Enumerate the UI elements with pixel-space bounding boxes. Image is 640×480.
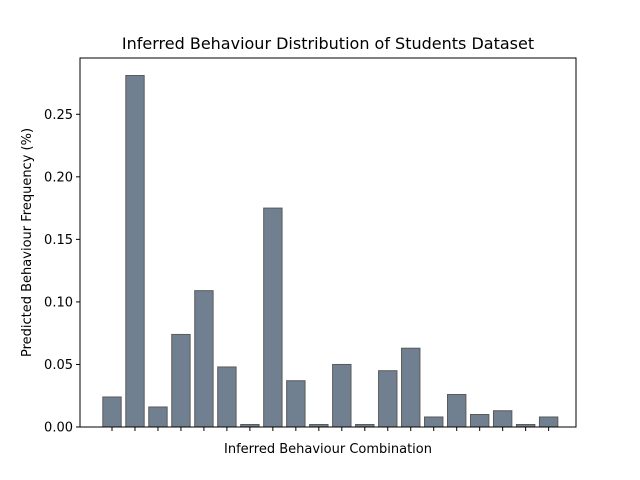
y-ticks-group: 0.00 0.05 0.10 0.15 0.20 0.25: [44, 108, 80, 436]
x-ticks-group: [111, 427, 550, 431]
bars-group: [102, 75, 559, 428]
chart-title: Inferred Behaviour Distribution of Stude…: [122, 34, 534, 53]
bar-5: [194, 290, 214, 428]
bar-15: [424, 416, 444, 428]
bar-9: [286, 380, 306, 428]
bar-17: [469, 413, 490, 428]
y-tick-label-3: 0.15: [44, 233, 73, 248]
bar-20: [538, 416, 559, 428]
x-axis-label: Inferred Behaviour Combination: [224, 442, 432, 457]
y-tick-label-4: 0.20: [44, 170, 73, 185]
plot-frame: [79, 57, 577, 428]
bar-11: [332, 363, 352, 428]
bar-18: [492, 410, 513, 428]
y-tick-label-2: 0.10: [44, 295, 73, 310]
y-tick-label-1: 0.05: [44, 358, 73, 373]
y-tick-label-0: 0.00: [44, 421, 73, 436]
bar-6: [217, 366, 237, 428]
bar-1: [102, 396, 122, 428]
bar-16: [447, 393, 467, 428]
y-axis-label: Predicted Behaviour Frequency (%): [20, 128, 35, 357]
bar-3: [148, 406, 168, 428]
y-tick-label-5: 0.25: [44, 108, 73, 123]
bar-8: [263, 207, 283, 428]
bar-2: [125, 75, 145, 428]
bar-4: [171, 333, 191, 428]
bar-13: [378, 370, 398, 428]
bar-14: [401, 347, 421, 428]
